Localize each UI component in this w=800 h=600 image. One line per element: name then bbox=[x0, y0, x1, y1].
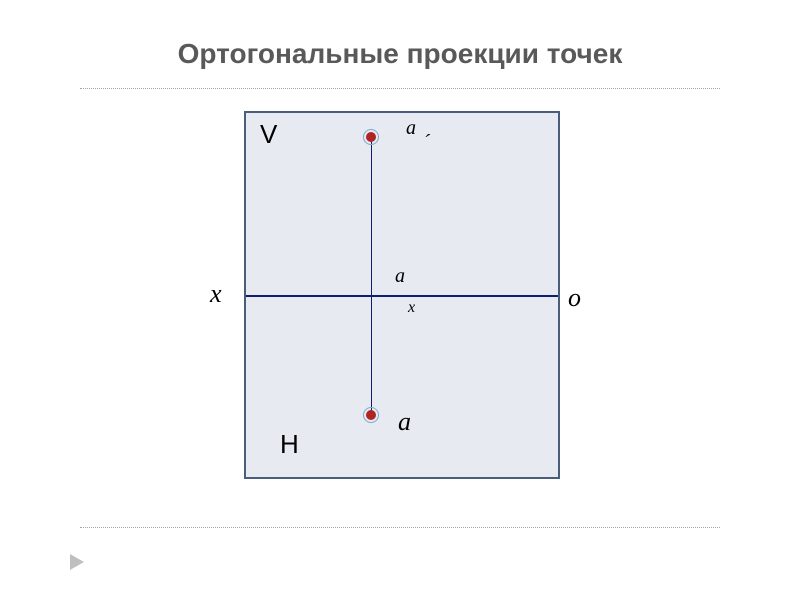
slide-title: Ортогональные проекции точек bbox=[0, 0, 800, 82]
label-x-left: x bbox=[210, 279, 222, 309]
label-a-mid: a bbox=[395, 265, 405, 288]
label-a-top: a bbox=[406, 117, 416, 140]
label-H: H bbox=[280, 429, 299, 460]
x-axis bbox=[246, 295, 558, 297]
label-x-mid: x bbox=[408, 299, 415, 317]
label-o-right: o bbox=[568, 283, 581, 313]
label-a-bottom: a bbox=[398, 407, 411, 437]
next-arrow-icon[interactable] bbox=[70, 554, 84, 570]
label-V: V bbox=[260, 119, 277, 150]
point-a bbox=[366, 410, 376, 420]
point-a-prime bbox=[366, 132, 376, 142]
divider-bottom bbox=[80, 527, 720, 528]
diagram-area: V H x o a ́ a x a bbox=[0, 89, 800, 509]
projection-connector bbox=[371, 136, 372, 415]
